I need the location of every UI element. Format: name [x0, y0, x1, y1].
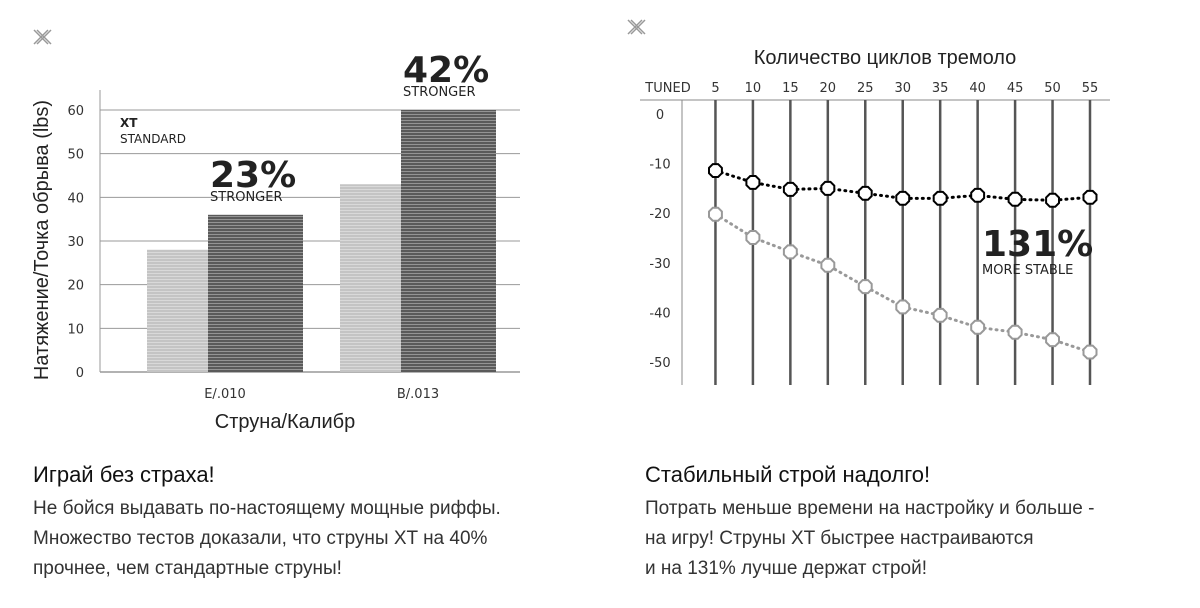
x-tick-label: 35 — [932, 81, 949, 96]
annotation-value: 131% — [982, 224, 1093, 265]
y-tick-label: 50 — [67, 148, 84, 163]
x-tick-label: E/.010 — [204, 387, 246, 402]
point — [1007, 324, 1023, 340]
annotation-label: MORE STABLE — [982, 263, 1073, 278]
point — [895, 190, 911, 206]
point — [820, 180, 836, 196]
point — [857, 185, 873, 201]
bar-texture — [401, 110, 496, 372]
y-tick-label: -20 — [649, 207, 670, 222]
point — [708, 206, 723, 222]
point — [1007, 191, 1023, 207]
caption-line: Потрать меньше времени на настройку и бо… — [645, 498, 1094, 519]
point — [745, 230, 761, 245]
y-tick-label: -50 — [649, 356, 670, 371]
point — [1045, 192, 1060, 208]
legend-label: STANDARD — [120, 132, 186, 146]
series-line — [713, 169, 1092, 202]
x-tick-label: 20 — [820, 81, 837, 96]
y-tick-label: 10 — [67, 322, 84, 337]
x-tick-label: 50 — [1044, 81, 1061, 96]
caption-title: Стабильный строй надолго! — [645, 462, 930, 487]
point — [1045, 332, 1060, 348]
x-tick-label: 40 — [969, 81, 986, 96]
x-tick-label: 10 — [745, 81, 762, 96]
x-tick-label: 30 — [894, 81, 911, 96]
point — [782, 181, 798, 197]
x-axis-label: Струна/Калибр — [215, 411, 355, 433]
point — [1082, 344, 1098, 360]
y-tick-label: 40 — [67, 191, 84, 206]
x-tick-label: B/.013 — [397, 387, 439, 402]
caption-line: и на 131% лучше держат строй! — [645, 558, 927, 579]
annotation-value: 42% — [403, 50, 489, 91]
point — [895, 299, 911, 315]
point — [932, 190, 948, 206]
y-tick-label: 0 — [656, 108, 664, 123]
point — [970, 187, 986, 203]
caption-line: Множество тестов доказали, что струны XT… — [33, 528, 488, 549]
y-tick-label: 0 — [76, 366, 84, 381]
chart-title: Количество циклов тремоло — [754, 47, 1017, 69]
point — [1082, 189, 1098, 205]
y-axis-label: Натяжение/Точка обрыва (lbs) — [31, 100, 53, 380]
y-tick-label: -40 — [649, 306, 670, 321]
y-tick-label: 60 — [67, 104, 84, 119]
point — [708, 163, 723, 178]
logo-icon — [33, 19, 646, 45]
annotation-value: 23% — [210, 155, 296, 196]
x-tick-label: 15 — [782, 81, 799, 96]
caption-title: Играй без страха! — [33, 462, 215, 487]
x-tick-label: 5 — [711, 81, 719, 96]
point — [932, 307, 948, 323]
y-tick-label: -30 — [649, 257, 670, 272]
caption-line: на игру! Струны XT быстрее настраиваются — [645, 528, 1034, 549]
x-tick-label: TUNED — [644, 81, 690, 96]
x-tick-label: 55 — [1082, 81, 1099, 96]
annotation-label: STRONGER — [210, 190, 283, 205]
y-tick-label: 30 — [67, 235, 84, 250]
bar-texture — [208, 214, 303, 372]
point — [782, 244, 798, 260]
point — [970, 319, 986, 335]
x-tick-label: 25 — [857, 81, 874, 96]
caption-line: Не бойся выдавать по-настоящему мощные р… — [33, 498, 501, 519]
caption-line: прочнее, чем стандартные струны! — [33, 558, 342, 579]
annotation-label: STRONGER — [403, 85, 476, 100]
y-tick-label: 20 — [67, 279, 84, 294]
point — [820, 257, 836, 273]
legend-label: XT — [120, 116, 138, 130]
y-tick-label: -10 — [649, 158, 670, 173]
point — [857, 279, 873, 295]
point — [745, 175, 761, 190]
x-tick-label: 45 — [1007, 81, 1024, 96]
